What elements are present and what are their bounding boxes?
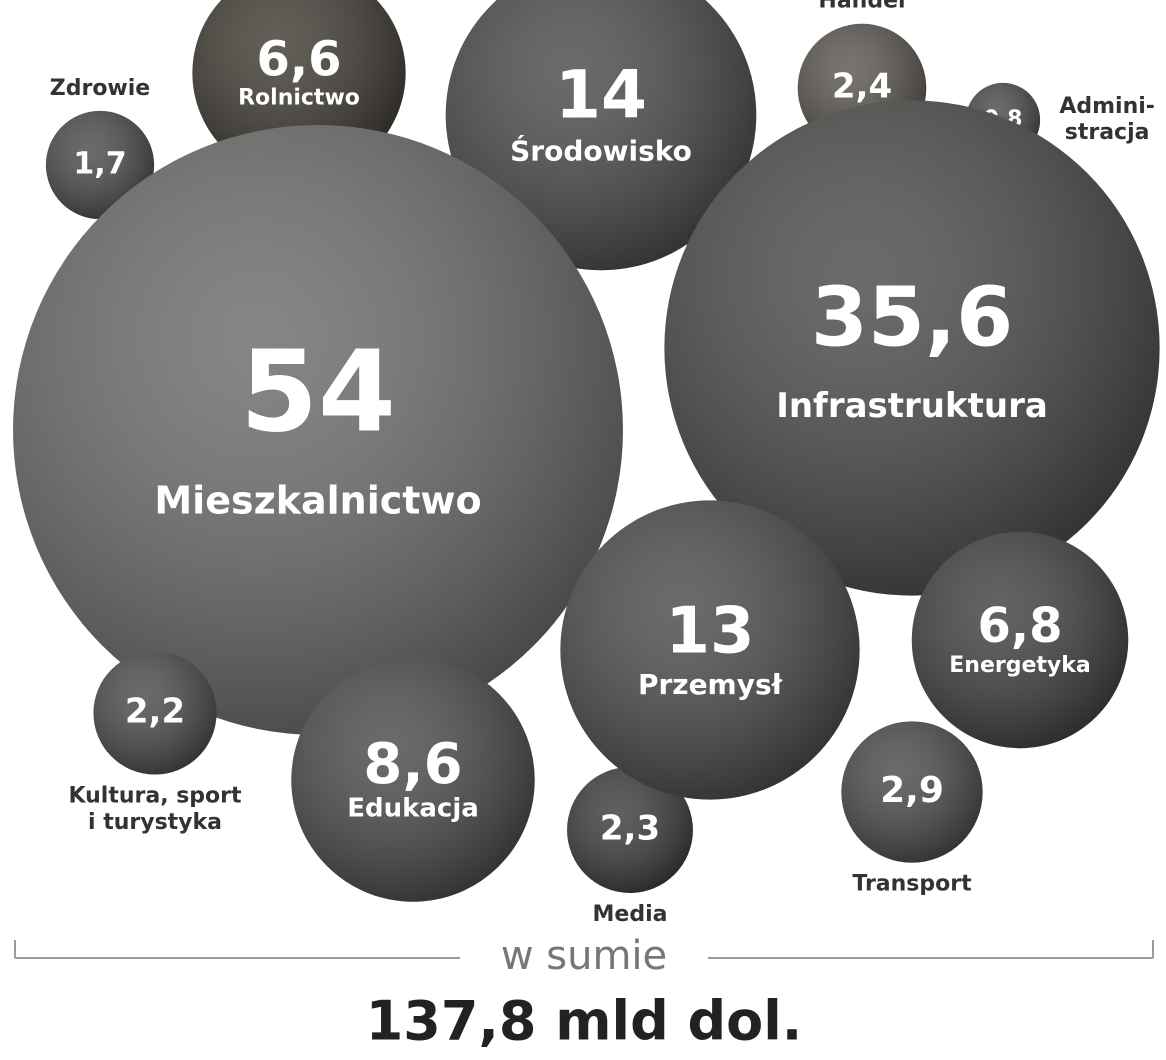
value-label: 2,3 bbox=[600, 809, 660, 849]
bubble-shade bbox=[13, 125, 623, 735]
category-label: Zdrowie bbox=[50, 76, 150, 101]
bubble-shade bbox=[560, 500, 860, 800]
value-label: 2,4 bbox=[832, 67, 892, 107]
category-label: Środowisko bbox=[510, 133, 692, 167]
value-label: 2,9 bbox=[880, 770, 944, 811]
value-label: 13 bbox=[665, 595, 754, 669]
bubble-shade bbox=[445, 0, 757, 271]
category-label: Mieszkalnictwo bbox=[154, 479, 481, 523]
value-label: 35,6 bbox=[811, 271, 1013, 366]
category-label: Rolnictwo bbox=[238, 86, 360, 111]
bubble-shade bbox=[567, 767, 693, 893]
bubble-shade bbox=[93, 651, 217, 775]
total: 137,8 mld dol. bbox=[366, 990, 803, 1053]
value-label: 6,6 bbox=[256, 31, 341, 87]
bubble-shade bbox=[664, 100, 1160, 596]
value-label: 54 bbox=[240, 327, 396, 457]
category-label: Energetyka bbox=[949, 653, 1090, 678]
category-label: Infrastruktura bbox=[776, 386, 1048, 426]
bubble-shade bbox=[291, 658, 535, 902]
category-label: Przemysł bbox=[638, 668, 783, 701]
category-label: Handel bbox=[818, 0, 905, 14]
category-label: Kultura, sport i turystyka bbox=[68, 784, 242, 835]
category-label: Edukacja bbox=[347, 794, 479, 824]
value-label: 2,2 bbox=[125, 692, 185, 732]
value-label: 1,7 bbox=[73, 147, 126, 182]
bubble-shade bbox=[911, 531, 1129, 749]
category-label: Transport bbox=[852, 872, 972, 897]
category-label: Admini-stracja bbox=[1059, 94, 1155, 145]
value-label: 8,6 bbox=[363, 732, 462, 797]
category-label: Media bbox=[593, 902, 668, 927]
value-label: 6,8 bbox=[977, 598, 1062, 654]
bubble-shade bbox=[841, 721, 983, 863]
bubble-shade bbox=[45, 110, 155, 220]
value-label: 14 bbox=[555, 57, 647, 134]
total-caption: w sumie bbox=[501, 933, 667, 979]
